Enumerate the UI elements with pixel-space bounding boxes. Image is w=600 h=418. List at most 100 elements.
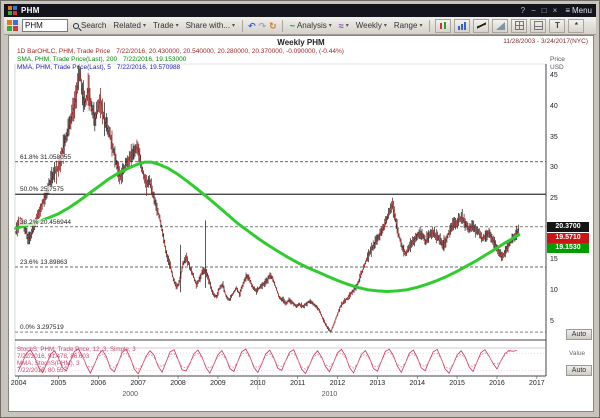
x-tick-label: 2010 [249, 380, 266, 387]
price-chart-svg [13, 63, 547, 390]
related-button[interactable]: Related ▾ [111, 20, 148, 31]
maximize-icon[interactable]: □ [541, 6, 547, 15]
magnifier-icon [73, 22, 79, 29]
fib-level-label: 61.8% 31.058055 [19, 153, 72, 161]
toolbar-separator [429, 19, 431, 32]
candlestick-icon[interactable] [435, 18, 452, 33]
sma-legend-values: 7/22/2016, 19.153000 [123, 56, 187, 63]
price-legend-values: 7/22/2016, 20.430000, 20.540000, 20.2800… [116, 48, 344, 55]
close-icon[interactable]: × [552, 6, 558, 15]
help-icon[interactable]: ? [520, 6, 526, 15]
line-chart-icon[interactable] [473, 18, 490, 33]
settings-icon-glyph: * [574, 21, 579, 30]
fib-level-label: 0.0% 3.297519 [19, 324, 65, 332]
minimize-icon[interactable]: − [531, 6, 536, 15]
fib-level-label: 50.0% 25.7575 [19, 186, 65, 194]
stoch-legend-line4: 7/22/2016, 80.557 [17, 367, 67, 374]
stoch-auto-scale-button[interactable]: Auto [566, 365, 592, 376]
search-button-label: Search [81, 21, 107, 30]
interval-button[interactable]: Weekly ▾ [354, 20, 389, 31]
price-bars-down [15, 72, 516, 328]
share-button-label: Share with... [185, 21, 231, 30]
sma-line [13, 160, 521, 293]
price-auto-scale-button[interactable]: Auto [566, 329, 592, 340]
trade-button-label: Trade [152, 21, 174, 30]
analysis-button-icon: ~ [289, 20, 295, 31]
price-legend: 1D BarOHLC, PHM, Trade Price 7/22/2016, 2… [17, 48, 350, 55]
range-button[interactable]: Range ▾ [392, 20, 425, 31]
x-tick-label: 2008 [170, 380, 186, 387]
mma-price-badge: 19.5710 [547, 232, 589, 243]
search-button[interactable]: Search [71, 20, 108, 31]
price-tick-label: 40 [550, 102, 558, 110]
x-tick-label: 2004 [10, 380, 27, 387]
hamburger-icon: ≡ [565, 6, 570, 15]
app-grid-icon[interactable] [7, 19, 19, 32]
share-button[interactable]: Share with... ▾ [184, 20, 237, 31]
chart-area: Weekly PHM 11/28/2003 - 3/24/2017(NYC) 1… [8, 35, 594, 412]
price-legend-name: 1D BarOHLC, PHM, Trade Price [17, 48, 111, 55]
stoch-smooth-line [18, 350, 517, 370]
mma-line [15, 73, 520, 333]
bar-chart-icon[interactable] [454, 18, 471, 33]
text-annotation-icon-glyph: T [555, 21, 560, 30]
decade-label: 2000 [122, 391, 138, 398]
chevron-down-icon: ▾ [383, 23, 387, 29]
price-axis-title-line1: Price [550, 56, 565, 63]
bar-chart-icon-glyph [457, 21, 467, 30]
mma-legend: MMA, PHM, Trade Price(Last), 5 7/22/2016,… [17, 64, 186, 71]
chevron-down-icon: ▾ [142, 23, 146, 29]
trade-button[interactable]: Trade ▾ [151, 20, 181, 31]
stoch-axis-title: Value [569, 350, 586, 357]
stoch-legend-line3: MMA, StochS(PHM), 3 [17, 360, 80, 367]
decade-label: 2010 [321, 391, 338, 398]
price-tick-label: 15 [550, 256, 558, 264]
sma-price-badge: 19.1530 [547, 243, 589, 254]
toolbar-button-group: Search Related ▾ Trade ▾ Share with... ▾ ↶ ↷ ↻ ~ An… [71, 18, 585, 33]
undo-icon[interactable]: ↶ [248, 20, 256, 31]
overlays-button-icon: ≈ [338, 20, 344, 31]
sma-legend: SMA, PHM, Trade Price(Last), 200 7/22/201… [17, 56, 192, 63]
text-annotation-icon[interactable]: T [549, 18, 566, 33]
x-tick-label: 2012 [329, 380, 346, 387]
fib-level-label: 23.6% 13.89863 [19, 259, 69, 267]
x-tick-label: 2015 [449, 380, 465, 387]
x-tick-label: 2017 [529, 380, 545, 387]
price-tick-label: 45 [550, 72, 558, 80]
chart-title: Weekly PHM [277, 38, 325, 47]
x-tick-label: 2005 [50, 380, 67, 387]
grid-icon-glyph [514, 21, 524, 30]
analysis-button-label: Analysis [296, 21, 327, 30]
window-title: PHM [21, 6, 40, 15]
price-bars [16, 65, 520, 333]
stoch-legend-line2: 7/22/2016, 91.478, 86.603 [17, 353, 90, 360]
app-icon [8, 6, 17, 15]
area-chart-icon[interactable] [492, 18, 509, 33]
menu-button[interactable]: ≡ Menu [565, 6, 592, 15]
chevron-down-icon: ▾ [419, 23, 423, 29]
price-axis-title-line2: USD [550, 63, 564, 71]
fib-level-label: 38.2% 20.456944 [19, 218, 72, 226]
price-axis-title: Price USD [550, 56, 565, 71]
grid-icon[interactable] [511, 18, 528, 33]
redo-icon[interactable]: ↷ [258, 20, 267, 31]
last-price-badge: 20.3700 [547, 222, 589, 233]
split-panel-icon[interactable] [530, 18, 547, 33]
candlestick-icon-glyph [438, 21, 448, 30]
x-tick-label: 2006 [90, 380, 107, 387]
date-range-label: 11/28/2003 - 3/24/2017(NYC) [503, 38, 588, 45]
overlays-button[interactable]: ≈ ▾ [337, 21, 351, 31]
symbol-input[interactable] [22, 19, 68, 32]
menu-button-label: Menu [571, 6, 592, 15]
mma-legend-values: 7/22/2016, 19.570988 [116, 64, 181, 71]
settings-icon[interactable]: * [568, 18, 585, 33]
chevron-down-icon: ▾ [232, 23, 236, 29]
analysis-button[interactable]: ~ Analysis ▾ [288, 20, 334, 31]
refresh-icon[interactable]: ↻ [269, 20, 277, 31]
area-chart-icon-glyph [495, 21, 505, 30]
toolbar-separator [281, 19, 283, 32]
range-button-label: Range [393, 21, 418, 30]
mma-legend-name: MMA, PHM, Trade Price(Last), 5 [17, 64, 111, 71]
